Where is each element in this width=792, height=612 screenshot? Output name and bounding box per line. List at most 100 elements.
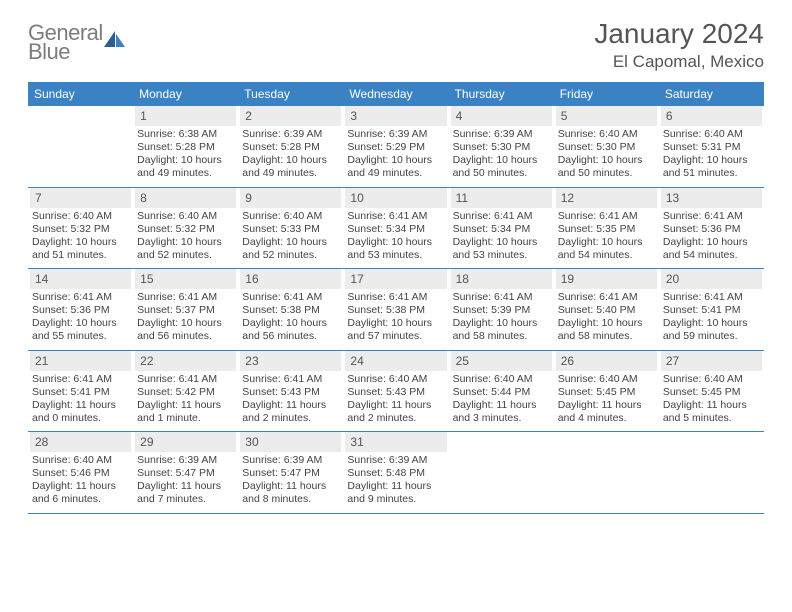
calendar-body: 1Sunrise: 6:38 AMSunset: 5:28 PMDaylight…: [28, 106, 764, 514]
calendar-day-cell: 9Sunrise: 6:40 AMSunset: 5:33 PMDaylight…: [238, 188, 343, 269]
logo: General Blue: [28, 24, 126, 61]
day-info: Sunrise: 6:38 AMSunset: 5:28 PMDaylight:…: [135, 128, 236, 181]
day-number: 14: [30, 269, 131, 289]
day-number: 20: [661, 269, 762, 289]
day-number: 12: [556, 188, 657, 208]
calendar-day-cell: 8Sunrise: 6:40 AMSunset: 5:32 PMDaylight…: [133, 188, 238, 269]
calendar-day-cell: 19Sunrise: 6:41 AMSunset: 5:40 PMDayligh…: [554, 269, 659, 350]
day-info: Sunrise: 6:39 AMSunset: 5:47 PMDaylight:…: [240, 454, 341, 507]
day-info: Sunrise: 6:41 AMSunset: 5:38 PMDaylight:…: [345, 291, 446, 344]
calendar: SundayMondayTuesdayWednesdayThursdayFrid…: [28, 82, 764, 514]
header: General Blue January 2024 El Capomal, Me…: [28, 18, 764, 72]
day-info: Sunrise: 6:41 AMSunset: 5:43 PMDaylight:…: [240, 373, 341, 426]
calendar-day-cell: 16Sunrise: 6:41 AMSunset: 5:38 PMDayligh…: [238, 269, 343, 350]
calendar-week: 7Sunrise: 6:40 AMSunset: 5:32 PMDaylight…: [28, 188, 764, 270]
day-info: Sunrise: 6:41 AMSunset: 5:37 PMDaylight:…: [135, 291, 236, 344]
calendar-day-cell: 4Sunrise: 6:39 AMSunset: 5:30 PMDaylight…: [449, 106, 554, 187]
calendar-day-cell: 10Sunrise: 6:41 AMSunset: 5:34 PMDayligh…: [343, 188, 448, 269]
day-info: Sunrise: 6:41 AMSunset: 5:41 PMDaylight:…: [30, 373, 131, 426]
weekday-header: Saturday: [659, 83, 764, 106]
day-info: Sunrise: 6:41 AMSunset: 5:34 PMDaylight:…: [345, 210, 446, 263]
calendar-day-cell: 23Sunrise: 6:41 AMSunset: 5:43 PMDayligh…: [238, 351, 343, 432]
calendar-day-cell: 26Sunrise: 6:40 AMSunset: 5:45 PMDayligh…: [554, 351, 659, 432]
page-title: January 2024: [594, 18, 764, 50]
calendar-day-cell: 28Sunrise: 6:40 AMSunset: 5:46 PMDayligh…: [28, 432, 133, 513]
day-info: Sunrise: 6:40 AMSunset: 5:32 PMDaylight:…: [135, 210, 236, 263]
day-info: Sunrise: 6:40 AMSunset: 5:30 PMDaylight:…: [556, 128, 657, 181]
calendar-day-cell: 17Sunrise: 6:41 AMSunset: 5:38 PMDayligh…: [343, 269, 448, 350]
calendar-day-cell: 27Sunrise: 6:40 AMSunset: 5:45 PMDayligh…: [659, 351, 764, 432]
calendar-empty-cell: [659, 432, 764, 513]
day-info: Sunrise: 6:41 AMSunset: 5:38 PMDaylight:…: [240, 291, 341, 344]
logo-blue: Blue: [28, 43, 103, 62]
calendar-day-cell: 18Sunrise: 6:41 AMSunset: 5:39 PMDayligh…: [449, 269, 554, 350]
day-info: Sunrise: 6:41 AMSunset: 5:42 PMDaylight:…: [135, 373, 236, 426]
day-info: Sunrise: 6:41 AMSunset: 5:39 PMDaylight:…: [451, 291, 552, 344]
day-number: 10: [345, 188, 446, 208]
calendar-day-cell: 31Sunrise: 6:39 AMSunset: 5:48 PMDayligh…: [343, 432, 448, 513]
day-info: Sunrise: 6:40 AMSunset: 5:32 PMDaylight:…: [30, 210, 131, 263]
sail-icon: [104, 31, 126, 56]
day-number: 15: [135, 269, 236, 289]
day-number: 23: [240, 351, 341, 371]
day-number: 2: [240, 106, 341, 126]
day-info: Sunrise: 6:41 AMSunset: 5:36 PMDaylight:…: [661, 210, 762, 263]
day-number: 11: [451, 188, 552, 208]
weekday-header: Friday: [554, 83, 659, 106]
calendar-day-cell: 21Sunrise: 6:41 AMSunset: 5:41 PMDayligh…: [28, 351, 133, 432]
calendar-day-cell: 15Sunrise: 6:41 AMSunset: 5:37 PMDayligh…: [133, 269, 238, 350]
day-info: Sunrise: 6:40 AMSunset: 5:45 PMDaylight:…: [661, 373, 762, 426]
day-info: Sunrise: 6:41 AMSunset: 5:34 PMDaylight:…: [451, 210, 552, 263]
calendar-week: 14Sunrise: 6:41 AMSunset: 5:36 PMDayligh…: [28, 269, 764, 351]
day-info: Sunrise: 6:39 AMSunset: 5:28 PMDaylight:…: [240, 128, 341, 181]
day-number: 19: [556, 269, 657, 289]
day-info: Sunrise: 6:40 AMSunset: 5:46 PMDaylight:…: [30, 454, 131, 507]
day-number: 30: [240, 432, 341, 452]
day-number: 13: [661, 188, 762, 208]
calendar-week: 21Sunrise: 6:41 AMSunset: 5:41 PMDayligh…: [28, 351, 764, 433]
calendar-page: General Blue January 2024 El Capomal, Me…: [0, 0, 792, 514]
calendar-empty-cell: [28, 106, 133, 187]
day-number: 29: [135, 432, 236, 452]
calendar-empty-cell: [554, 432, 659, 513]
day-number: 31: [345, 432, 446, 452]
day-info: Sunrise: 6:40 AMSunset: 5:33 PMDaylight:…: [240, 210, 341, 263]
day-info: Sunrise: 6:41 AMSunset: 5:35 PMDaylight:…: [556, 210, 657, 263]
weekday-header-row: SundayMondayTuesdayWednesdayThursdayFrid…: [28, 83, 764, 106]
weekday-header: Tuesday: [238, 83, 343, 106]
calendar-day-cell: 25Sunrise: 6:40 AMSunset: 5:44 PMDayligh…: [449, 351, 554, 432]
calendar-day-cell: 30Sunrise: 6:39 AMSunset: 5:47 PMDayligh…: [238, 432, 343, 513]
day-number: 27: [661, 351, 762, 371]
day-info: Sunrise: 6:40 AMSunset: 5:44 PMDaylight:…: [451, 373, 552, 426]
calendar-day-cell: 24Sunrise: 6:40 AMSunset: 5:43 PMDayligh…: [343, 351, 448, 432]
calendar-day-cell: 20Sunrise: 6:41 AMSunset: 5:41 PMDayligh…: [659, 269, 764, 350]
day-number: 21: [30, 351, 131, 371]
calendar-day-cell: 2Sunrise: 6:39 AMSunset: 5:28 PMDaylight…: [238, 106, 343, 187]
day-number: 24: [345, 351, 446, 371]
day-number: 1: [135, 106, 236, 126]
day-number: 9: [240, 188, 341, 208]
day-number: 28: [30, 432, 131, 452]
day-number: 26: [556, 351, 657, 371]
calendar-empty-cell: [449, 432, 554, 513]
weekday-header: Sunday: [28, 83, 133, 106]
calendar-day-cell: 14Sunrise: 6:41 AMSunset: 5:36 PMDayligh…: [28, 269, 133, 350]
weekday-header: Monday: [133, 83, 238, 106]
weekday-header: Thursday: [449, 83, 554, 106]
day-number: 4: [451, 106, 552, 126]
day-info: Sunrise: 6:41 AMSunset: 5:41 PMDaylight:…: [661, 291, 762, 344]
calendar-day-cell: 5Sunrise: 6:40 AMSunset: 5:30 PMDaylight…: [554, 106, 659, 187]
day-number: 6: [661, 106, 762, 126]
day-info: Sunrise: 6:40 AMSunset: 5:31 PMDaylight:…: [661, 128, 762, 181]
day-info: Sunrise: 6:39 AMSunset: 5:48 PMDaylight:…: [345, 454, 446, 507]
day-info: Sunrise: 6:40 AMSunset: 5:45 PMDaylight:…: [556, 373, 657, 426]
day-number: 18: [451, 269, 552, 289]
day-number: 8: [135, 188, 236, 208]
calendar-day-cell: 6Sunrise: 6:40 AMSunset: 5:31 PMDaylight…: [659, 106, 764, 187]
title-block: January 2024 El Capomal, Mexico: [594, 18, 764, 72]
calendar-day-cell: 13Sunrise: 6:41 AMSunset: 5:36 PMDayligh…: [659, 188, 764, 269]
day-number: 25: [451, 351, 552, 371]
calendar-day-cell: 7Sunrise: 6:40 AMSunset: 5:32 PMDaylight…: [28, 188, 133, 269]
location-subtitle: El Capomal, Mexico: [594, 52, 764, 72]
calendar-week: 28Sunrise: 6:40 AMSunset: 5:46 PMDayligh…: [28, 432, 764, 514]
